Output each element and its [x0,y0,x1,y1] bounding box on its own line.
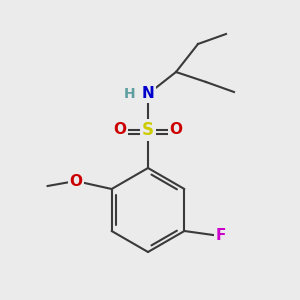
Text: H: H [124,87,136,101]
Text: O: O [69,173,82,188]
Text: N: N [142,86,154,101]
Text: S: S [142,121,154,139]
Text: O: O [169,122,182,137]
Text: O: O [113,122,127,137]
Text: F: F [215,229,226,244]
